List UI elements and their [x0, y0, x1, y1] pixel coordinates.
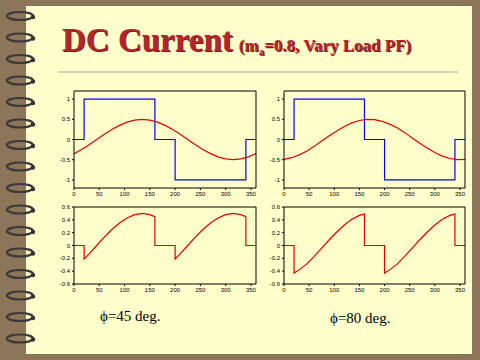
- svg-text:300: 300: [221, 287, 232, 293]
- svg-text:0: 0: [72, 287, 76, 293]
- svg-text:1: 1: [67, 96, 71, 102]
- svg-text:250: 250: [195, 287, 206, 293]
- svg-text:1: 1: [277, 96, 281, 102]
- html-text:DC Current (ma=0.8, Vary Load: DC Current (ma=0.8, Vary Load PF): [62, 22, 412, 58]
- svg-text:100: 100: [329, 191, 340, 197]
- svg-text:350: 350: [455, 287, 466, 293]
- svg-text:200: 200: [380, 191, 391, 197]
- svg-text:0: 0: [282, 191, 286, 197]
- svg-text:200: 200: [170, 287, 181, 293]
- svg-text:0.2: 0.2: [62, 230, 71, 236]
- svg-text:-0.2: -0.2: [270, 255, 281, 261]
- svg-text:-0.6: -0.6: [270, 281, 281, 287]
- svg-text:250: 250: [195, 191, 206, 197]
- svg-text:-0.6: -0.6: [60, 281, 71, 287]
- svg-text:50: 50: [96, 287, 103, 293]
- svg-text:-0.5: -0.5: [270, 157, 281, 163]
- svg-text:300: 300: [221, 191, 232, 197]
- svg-text:0: 0: [67, 243, 71, 249]
- svg-text:50: 50: [306, 191, 313, 197]
- svg-text:-0.5: -0.5: [60, 157, 71, 163]
- svg-text:100: 100: [120, 287, 131, 293]
- svg-text:100: 100: [329, 287, 340, 293]
- svg-text:0.6: 0.6: [62, 204, 71, 210]
- svg-text:0.5: 0.5: [62, 116, 71, 122]
- svg-text:50: 50: [306, 287, 313, 293]
- svg-text:0: 0: [72, 191, 76, 197]
- svg-text:-1: -1: [65, 177, 71, 183]
- svg-text:0: 0: [277, 137, 281, 143]
- svg-text:200: 200: [170, 191, 181, 197]
- svg-text:0.5: 0.5: [272, 116, 281, 122]
- svg-text:0.6: 0.6: [272, 204, 281, 210]
- svg-text:0: 0: [277, 243, 281, 249]
- svg-text:350: 350: [455, 191, 466, 197]
- svg-text:0.2: 0.2: [272, 230, 281, 236]
- svg-text:0.4: 0.4: [62, 217, 71, 223]
- svg-text:0: 0: [67, 137, 71, 143]
- svg-text:350: 350: [246, 287, 257, 293]
- svg-text:100: 100: [120, 191, 131, 197]
- svg-text:150: 150: [354, 287, 365, 293]
- svg-text:200: 200: [380, 287, 391, 293]
- svg-text:0.4: 0.4: [272, 217, 281, 223]
- html-text:ϕ=80 deg.: ϕ=80 deg.: [330, 310, 391, 326]
- svg-text:350: 350: [246, 191, 257, 197]
- svg-text:-1: -1: [275, 177, 281, 183]
- svg-text:300: 300: [430, 287, 441, 293]
- svg-text:150: 150: [354, 191, 365, 197]
- svg-text:50: 50: [96, 191, 103, 197]
- svg-text:150: 150: [145, 287, 156, 293]
- svg-text:250: 250: [405, 287, 416, 293]
- html-text:ϕ=45 deg.: ϕ=45 deg.: [100, 308, 161, 324]
- svg-text:150: 150: [145, 191, 156, 197]
- svg-text:-0.4: -0.4: [270, 268, 281, 274]
- svg-text:-0.2: -0.2: [60, 255, 71, 261]
- svg-text:300: 300: [430, 191, 441, 197]
- svg-text:-0.4: -0.4: [60, 268, 71, 274]
- svg-text:0: 0: [282, 287, 286, 293]
- svg-text:250: 250: [405, 191, 416, 197]
